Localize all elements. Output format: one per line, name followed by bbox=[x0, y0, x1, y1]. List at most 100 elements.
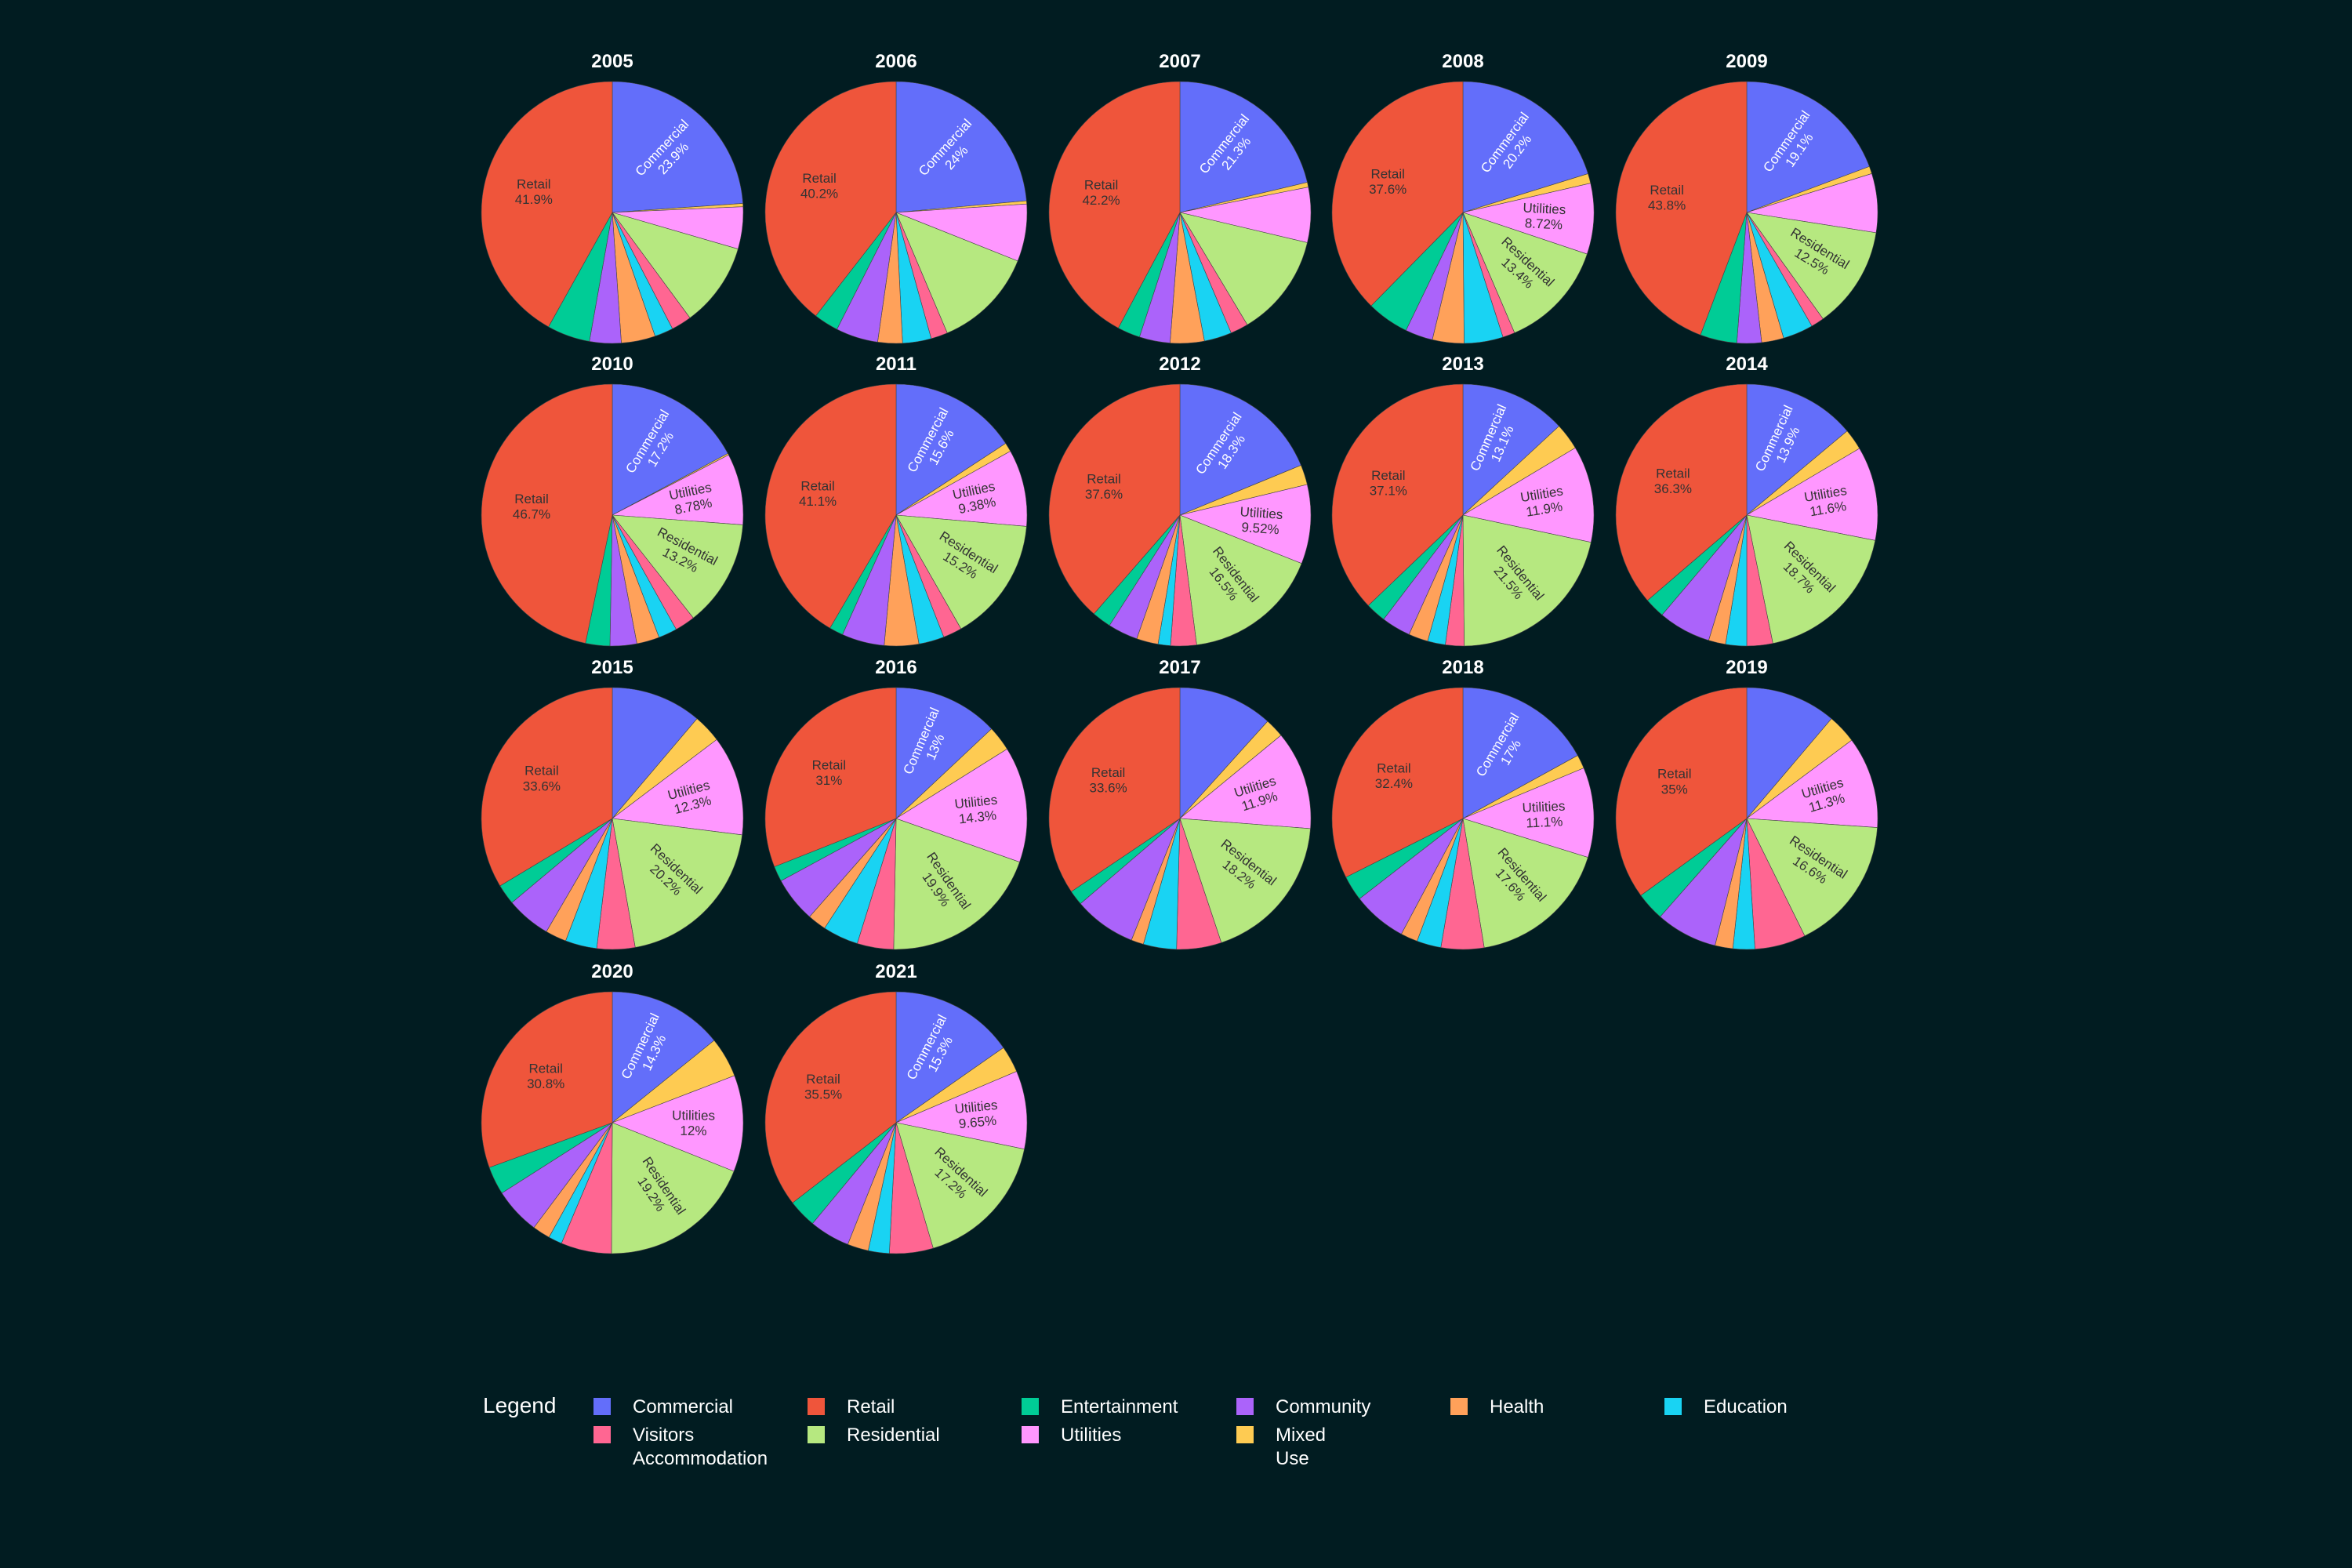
legend-label-line: Accommodation bbox=[633, 1448, 768, 1469]
slice-commercial[interactable] bbox=[895, 687, 993, 819]
slice-retail[interactable] bbox=[764, 81, 897, 317]
legend-item-community[interactable]: Community bbox=[1236, 1396, 1370, 1417]
slice-retail[interactable] bbox=[1048, 81, 1181, 328]
slice-commercial[interactable] bbox=[895, 383, 1007, 516]
slice-utilities[interactable] bbox=[1462, 447, 1595, 543]
slice-residential[interactable] bbox=[1746, 514, 1876, 644]
slice-retail[interactable] bbox=[1615, 383, 1748, 601]
slice-residential[interactable] bbox=[895, 514, 1027, 630]
slice-utilities[interactable] bbox=[612, 1075, 744, 1172]
slice-commercial[interactable] bbox=[1179, 687, 1269, 819]
slice-residential[interactable] bbox=[612, 212, 739, 318]
slice-retail[interactable] bbox=[481, 81, 613, 328]
slice-retail[interactable] bbox=[764, 383, 897, 629]
slice-retail[interactable] bbox=[1331, 383, 1464, 606]
slice-residential[interactable] bbox=[1179, 818, 1311, 943]
slice-residential[interactable] bbox=[895, 212, 1018, 334]
legend-item-mixed-use[interactable]: Mixed Use bbox=[1236, 1425, 1326, 1469]
slice-utilities[interactable] bbox=[1746, 739, 1878, 828]
slice-commercial[interactable] bbox=[895, 991, 1004, 1123]
slice-retail[interactable] bbox=[481, 991, 613, 1168]
slice-label-category: Utilities bbox=[1522, 799, 1566, 816]
slice-retail[interactable] bbox=[764, 687, 897, 867]
slice-residential[interactable] bbox=[611, 1122, 735, 1254]
legend-swatch bbox=[593, 1398, 611, 1415]
legend-item-health[interactable]: Health bbox=[1450, 1396, 1544, 1417]
pie-title: 2007 bbox=[1159, 51, 1200, 72]
legend-item-commercial[interactable]: Commercial bbox=[593, 1396, 733, 1417]
slice-commercial[interactable] bbox=[1462, 81, 1588, 213]
legend-label: Utilities bbox=[1061, 1425, 1121, 1446]
slice-utilities[interactable] bbox=[1746, 448, 1878, 541]
slice-retail[interactable] bbox=[1331, 687, 1464, 878]
slice-commercial[interactable] bbox=[1746, 687, 1832, 819]
legend-item-residential[interactable]: Residential bbox=[808, 1425, 940, 1446]
slice-residential[interactable] bbox=[612, 818, 743, 948]
slice-utilities[interactable] bbox=[1179, 484, 1312, 564]
slice-commercial[interactable] bbox=[612, 383, 728, 516]
slice-label-category: Retail bbox=[1371, 468, 1405, 483]
slice-commercial[interactable] bbox=[612, 991, 715, 1123]
slice-label-percent: 41.9% bbox=[515, 192, 553, 207]
slice-commercial[interactable] bbox=[1746, 81, 1870, 213]
slice-residential[interactable] bbox=[1746, 818, 1878, 937]
slice-label-category: Retail bbox=[1091, 765, 1125, 780]
slice-label-category: Retail bbox=[800, 479, 834, 494]
slice-commercial[interactable] bbox=[895, 81, 1027, 213]
slice-residential[interactable] bbox=[1179, 514, 1302, 645]
legend-item-retail[interactable]: Retail bbox=[808, 1396, 895, 1417]
slice-commercial[interactable] bbox=[1179, 81, 1308, 213]
legend-item-visitors-accommodation[interactable]: Visitors Accommodation bbox=[593, 1425, 768, 1469]
slice-label-retail: Retail 41.1% bbox=[799, 479, 837, 510]
pie-2014: 2014Commercial13.9%Utilities11.6%Residen… bbox=[1615, 354, 1878, 647]
slice-label-percent: 35% bbox=[1661, 782, 1688, 797]
slice-utilities[interactable] bbox=[1461, 183, 1595, 255]
slice-retail[interactable] bbox=[1331, 81, 1464, 307]
slice-residential[interactable] bbox=[1462, 212, 1588, 333]
slice-retail[interactable] bbox=[1048, 383, 1181, 615]
slice-residential[interactable] bbox=[612, 514, 743, 619]
slice-residential[interactable] bbox=[895, 1122, 1025, 1249]
slice-commercial[interactable] bbox=[612, 81, 743, 213]
slice-retail[interactable] bbox=[1048, 687, 1181, 892]
slice-retail[interactable] bbox=[1615, 687, 1748, 896]
slice-utilities[interactable] bbox=[611, 454, 744, 525]
pie-title: 2021 bbox=[875, 961, 916, 982]
slice-label-category: Retail bbox=[1650, 183, 1683, 198]
slice-utilities[interactable] bbox=[895, 748, 1028, 862]
slice-commercial[interactable] bbox=[1179, 383, 1301, 516]
slice-commercial[interactable] bbox=[1462, 383, 1559, 516]
slice-commercial[interactable] bbox=[1462, 687, 1578, 819]
slice-residential[interactable] bbox=[893, 818, 1020, 950]
legend-label-line: Use bbox=[1276, 1448, 1309, 1469]
slice-residential[interactable] bbox=[1462, 514, 1592, 647]
slice-retail[interactable] bbox=[481, 687, 613, 887]
slice-residential[interactable] bbox=[1462, 818, 1588, 949]
slice-label-category: Retail bbox=[806, 1072, 840, 1087]
slice-label-utilities: Utilities9.52% bbox=[1239, 504, 1283, 537]
legend-label: Community bbox=[1276, 1396, 1370, 1417]
slice-commercial[interactable] bbox=[1746, 383, 1848, 516]
slice-retail[interactable] bbox=[764, 991, 897, 1203]
slice-label-percent: 41.1% bbox=[799, 494, 837, 509]
slice-utilities[interactable] bbox=[1462, 768, 1595, 858]
slice-utilities[interactable] bbox=[895, 451, 1028, 527]
legend: Legend Commercial Retail Entertainment Comm… bbox=[483, 1393, 1788, 1469]
slice-residential[interactable] bbox=[1179, 212, 1308, 325]
legend-swatch bbox=[1022, 1398, 1039, 1415]
pie-title: 2013 bbox=[1442, 354, 1483, 375]
legend-item-utilities[interactable]: Utilities bbox=[1022, 1425, 1121, 1446]
legend-swatch bbox=[1236, 1426, 1254, 1443]
slice-retail[interactable] bbox=[481, 383, 613, 644]
legend-item-education[interactable]: Education bbox=[1664, 1396, 1788, 1417]
pie-title: 2008 bbox=[1442, 51, 1483, 72]
legend-item-entertainment[interactable]: Entertainment bbox=[1022, 1396, 1178, 1417]
slice-utilities[interactable] bbox=[612, 739, 744, 836]
slice-utilities[interactable] bbox=[895, 1071, 1028, 1150]
slice-retail[interactable] bbox=[1615, 81, 1748, 336]
slice-commercial[interactable] bbox=[612, 687, 698, 819]
slice-utilities[interactable] bbox=[1179, 735, 1312, 829]
slice-residential[interactable] bbox=[1746, 212, 1877, 320]
